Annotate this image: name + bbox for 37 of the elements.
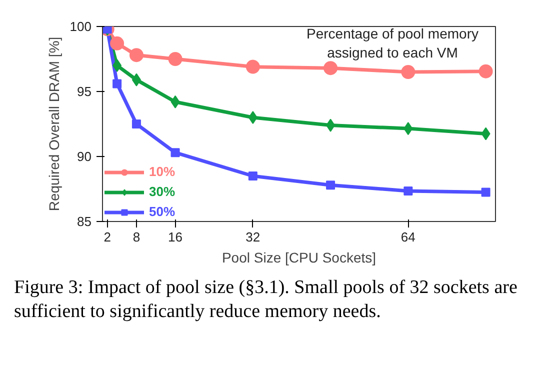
point xyxy=(404,186,413,196)
legend-label: 30% xyxy=(149,184,176,199)
point xyxy=(168,52,182,66)
x-tick-label: 2 xyxy=(104,230,111,244)
point xyxy=(481,188,490,197)
point xyxy=(170,95,180,108)
point xyxy=(112,59,122,72)
y-tick-label: 100 xyxy=(70,19,92,34)
point xyxy=(112,79,122,88)
point xyxy=(248,111,258,124)
x-tick-label: 32 xyxy=(246,230,260,244)
point xyxy=(248,172,258,180)
x-tick-label: 16 xyxy=(168,230,183,244)
point xyxy=(170,148,180,158)
annotation: Percentage of pool memory assigned to each VM xyxy=(306,26,478,61)
point xyxy=(246,60,260,74)
y-tick-label: 90 xyxy=(77,149,92,164)
legend-label: 50% xyxy=(149,204,176,219)
x-tick-label: 8 xyxy=(132,230,140,244)
x-tick-label: 64 xyxy=(400,230,416,244)
caption: Figure 3: Impact of pool size (§3.1). Small pools of 32 sockets are sufficient to significantly reduce memory needs. xyxy=(14,276,518,324)
y-tick-label: 95 xyxy=(77,84,92,99)
y-tick-label: 85 xyxy=(77,214,92,229)
point xyxy=(401,65,416,79)
point xyxy=(478,64,493,78)
point xyxy=(110,36,124,50)
point xyxy=(129,48,144,62)
y-axis-title: Required Overall DRAM [%] xyxy=(46,36,62,212)
point xyxy=(326,180,336,190)
point xyxy=(404,122,413,136)
point xyxy=(132,120,141,128)
point xyxy=(326,118,336,132)
point xyxy=(324,61,338,76)
x-axis-title: Pool Size [CPU Sockets] xyxy=(222,250,376,266)
point xyxy=(481,127,490,140)
legend-label: 10% xyxy=(149,164,176,179)
point xyxy=(132,73,141,86)
